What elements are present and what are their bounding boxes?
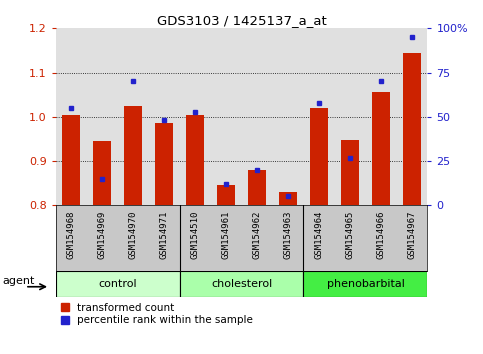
Text: GSM154968: GSM154968 <box>67 211 75 259</box>
Bar <box>372 92 390 205</box>
Text: GSM154510: GSM154510 <box>190 211 199 259</box>
Bar <box>124 106 142 205</box>
Text: GSM154963: GSM154963 <box>284 211 293 259</box>
Bar <box>180 271 303 297</box>
Text: GSM154961: GSM154961 <box>222 211 230 259</box>
Title: GDS3103 / 1425137_a_at: GDS3103 / 1425137_a_at <box>156 14 327 27</box>
Text: GSM154964: GSM154964 <box>314 211 324 259</box>
Text: control: control <box>98 279 137 289</box>
Text: phenobarbital: phenobarbital <box>327 279 404 289</box>
Bar <box>217 185 235 205</box>
Bar <box>62 115 80 205</box>
Text: GSM154967: GSM154967 <box>408 211 416 259</box>
Bar <box>303 271 427 297</box>
Text: GSM154969: GSM154969 <box>98 211 107 259</box>
Bar <box>279 192 297 205</box>
Bar <box>155 124 173 205</box>
Bar <box>93 141 112 205</box>
Text: GSM154966: GSM154966 <box>376 211 385 259</box>
Text: GSM154970: GSM154970 <box>128 211 138 259</box>
Text: cholesterol: cholesterol <box>211 279 272 289</box>
Text: GSM154962: GSM154962 <box>253 211 261 259</box>
Bar <box>310 108 328 205</box>
Text: agent: agent <box>3 276 35 286</box>
Text: GSM154971: GSM154971 <box>159 211 169 259</box>
Bar <box>56 271 180 297</box>
Text: GSM154965: GSM154965 <box>345 211 355 259</box>
Legend: transformed count, percentile rank within the sample: transformed count, percentile rank withi… <box>61 303 253 325</box>
Bar <box>403 53 421 205</box>
Bar <box>186 115 204 205</box>
Bar <box>248 170 266 205</box>
Bar <box>341 140 359 205</box>
